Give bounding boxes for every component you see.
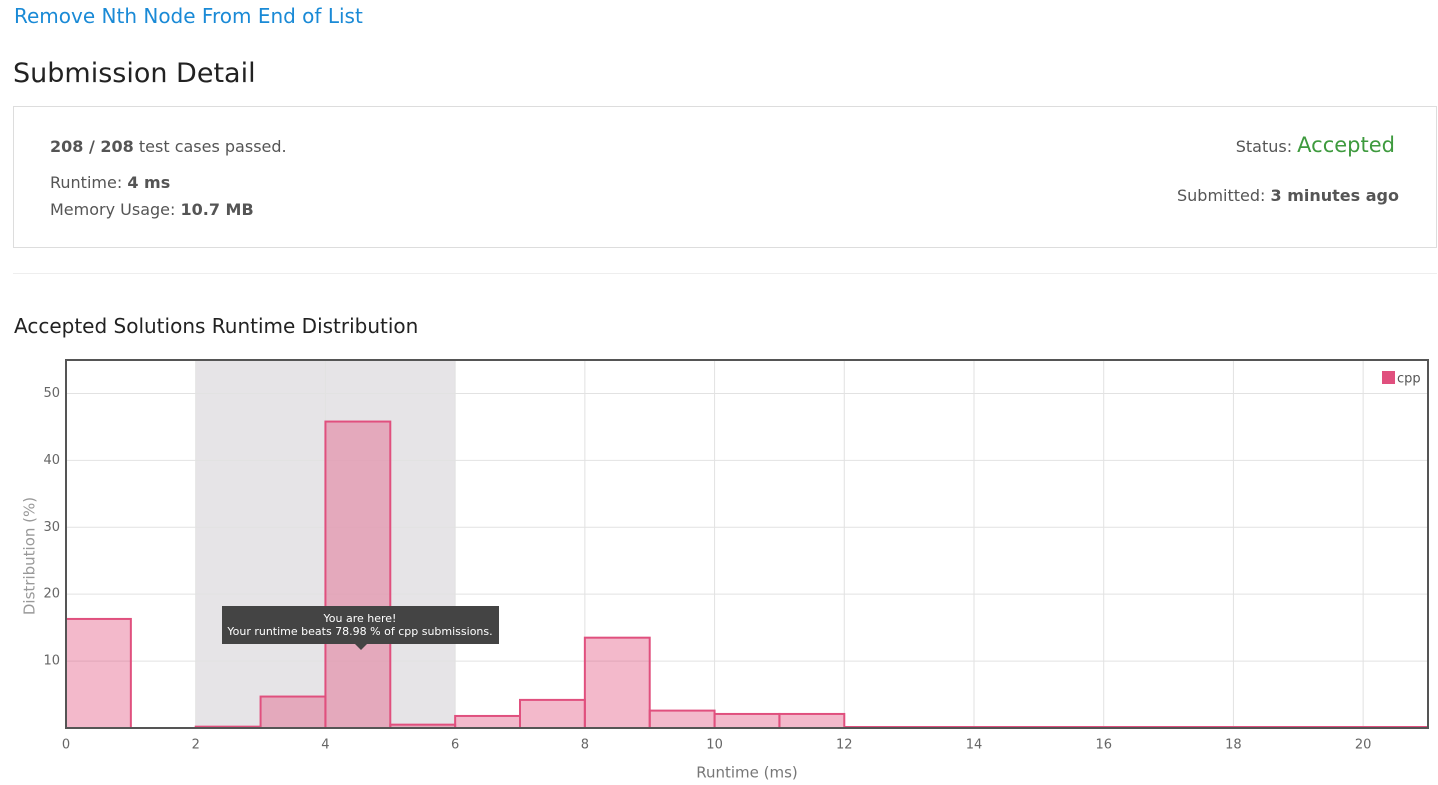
- status: Status: Accepted: [1236, 133, 1395, 157]
- x-tick-label: 18: [1225, 738, 1242, 753]
- memory-value: 10.7 MB: [180, 200, 254, 219]
- x-tick-label: 20: [1355, 738, 1372, 753]
- submitted: Submitted: 3 minutes ago: [1177, 186, 1399, 205]
- y-tick-label: 50: [43, 386, 60, 401]
- x-tick-label: 2: [192, 738, 200, 753]
- memory-label: Memory Usage:: [50, 200, 176, 219]
- tooltip-box: [222, 606, 499, 644]
- y-tick-label: 10: [43, 654, 60, 669]
- x-tick-label: 6: [451, 738, 459, 753]
- histogram-bar: [583, 636, 651, 729]
- histogram-bar: [778, 712, 846, 730]
- cases: 208 / 208 test cases passed.: [50, 137, 287, 156]
- status-label: Status:: [1235, 137, 1293, 156]
- problem-link[interactable]: Remove Nth Node From End of List: [14, 4, 363, 28]
- tooltip-title: You are here!: [323, 612, 397, 625]
- histogram-bar: [259, 695, 327, 730]
- memory: Memory Usage: 10.7 MB: [50, 200, 254, 219]
- runtime-label: Runtime:: [50, 173, 123, 192]
- divider: [13, 273, 1437, 274]
- chart-title: Accepted Solutions Runtime Distribution: [14, 314, 419, 338]
- tooltip-arrow: [355, 644, 367, 650]
- x-tick-label: 16: [1095, 738, 1112, 753]
- histogram-bar: [648, 709, 716, 730]
- runtime: Runtime: 4 ms: [50, 173, 170, 192]
- status-value: Accepted: [1297, 133, 1395, 157]
- x-tick-label: 14: [966, 738, 983, 753]
- histogram-bar: [519, 698, 586, 730]
- y-tick-label: 30: [43, 520, 60, 535]
- x-tick-label: 12: [836, 738, 853, 753]
- histogram-bar: [454, 714, 521, 729]
- x-tick-label: 10: [706, 738, 723, 753]
- runtime-value: 4 ms: [127, 173, 171, 192]
- plot-border: [65, 359, 1429, 729]
- x-axis-label: Runtime (ms): [696, 764, 798, 782]
- legend-swatch: [1382, 371, 1395, 384]
- submitted-value: 3 minutes ago: [1270, 186, 1399, 205]
- page-heading: Submission Detail: [13, 58, 256, 89]
- x-tick-label: 8: [581, 738, 589, 753]
- submitted-label: Submitted:: [1177, 186, 1266, 205]
- cases-passed: 208 / 208: [50, 137, 134, 156]
- y-tick-label: 40: [43, 453, 60, 468]
- y-axis-label: Distribution (%): [21, 497, 39, 615]
- legend-label: cpp: [1397, 372, 1421, 387]
- histogram-bar: [65, 617, 132, 729]
- histogram-bar: [324, 420, 392, 729]
- tooltip-text: Your runtime beats 78.98 % of cpp submis…: [226, 625, 492, 638]
- x-tick-label: 4: [321, 738, 329, 753]
- histogram-bar: [713, 712, 781, 730]
- x-tick-label: 0: [62, 738, 70, 753]
- y-tick-label: 20: [43, 587, 60, 602]
- cases-text: test cases passed.: [138, 137, 287, 156]
- summary-box: [13, 106, 1437, 248]
- tooltip: You are here!Your runtime beats 78.98 % …: [222, 606, 499, 650]
